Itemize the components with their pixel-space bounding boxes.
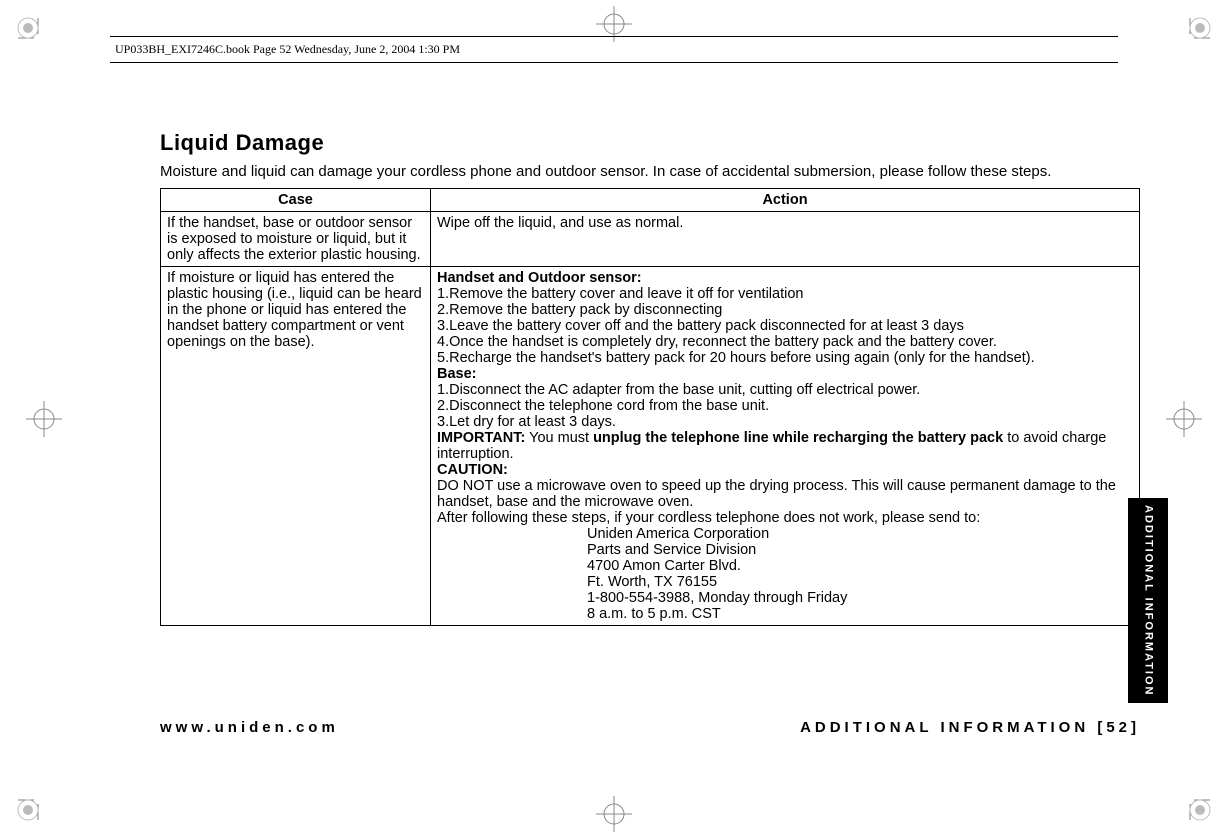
crop-mark-icon	[1170, 18, 1210, 58]
address-line: 8 a.m. to 5 p.m. CST	[437, 606, 1133, 622]
registration-mark-icon	[1164, 399, 1204, 439]
table-row: If moisture or liquid has entered the pl…	[161, 267, 1140, 626]
caution-text: DO NOT use a microwave oven to speed up …	[437, 478, 1133, 510]
registration-mark-icon	[14, 14, 42, 42]
intro-text: Moisture and liquid can damage your cord…	[160, 162, 1140, 182]
page-footer: www.uniden.com ADDITIONAL INFORMATION [5…	[160, 719, 1140, 736]
caution-label: CAUTION:	[437, 462, 508, 478]
action-subheading: Base:	[437, 366, 477, 382]
registration-mark-icon	[1186, 796, 1214, 824]
header-note: UP033BH_EXI7246C.book Page 52 Wednesday,…	[115, 42, 460, 57]
address-line: Parts and Service Division	[437, 542, 1133, 558]
important-line: IMPORTANT: You must unplug the telephone…	[437, 430, 1133, 462]
step-text: 4.Once the handset is completely dry, re…	[437, 334, 1133, 350]
important-label: IMPORTANT:	[437, 430, 525, 446]
important-bold: unplug the telephone line while rechargi…	[593, 430, 1003, 446]
header-rule	[110, 36, 1118, 37]
table-row: If the handset, base or outdoor sensor i…	[161, 212, 1140, 267]
step-text: 2.Remove the battery pack by disconnecti…	[437, 302, 1133, 318]
action-cell: Handset and Outdoor sensor: 1.Remove the…	[431, 267, 1140, 626]
registration-mark-icon	[594, 4, 634, 44]
table-header-action: Action	[431, 189, 1140, 212]
step-text: 2.Disconnect the telephone cord from the…	[437, 398, 1133, 414]
action-cell: Wipe off the liquid, and use as normal.	[431, 212, 1140, 267]
footer-section: ADDITIONAL INFORMATION [52]	[800, 719, 1140, 736]
damage-table: Case Action If the handset, base or outd…	[160, 188, 1140, 626]
table-header-case: Case	[161, 189, 431, 212]
step-text: 5.Recharge the handset's battery pack fo…	[437, 350, 1133, 366]
step-text: 1.Disconnect the AC adapter from the bas…	[437, 382, 1133, 398]
after-text: After following these steps, if your cor…	[437, 510, 1133, 526]
step-text: 3.Leave the battery cover off and the ba…	[437, 318, 1133, 334]
footer-url: www.uniden.com	[160, 719, 339, 736]
step-text: 3.Let dry for at least 3 days.	[437, 414, 1133, 430]
address-line: 1-800-554-3988, Monday through Friday	[437, 590, 1133, 606]
case-cell: If moisture or liquid has entered the pl…	[161, 267, 431, 626]
page-content: Liquid Damage Moisture and liquid can da…	[160, 130, 1140, 626]
action-subheading: Handset and Outdoor sensor:	[437, 270, 642, 286]
crop-mark-icon	[1170, 780, 1210, 820]
page-title: Liquid Damage	[160, 130, 1140, 156]
address-line: Uniden America Corporation	[437, 526, 1133, 542]
header-rule	[110, 62, 1118, 63]
case-cell: If the handset, base or outdoor sensor i…	[161, 212, 431, 267]
address-line: 4700 Amon Carter Blvd.	[437, 558, 1133, 574]
section-tab: ADDITIONAL INFORMATION	[1128, 498, 1168, 703]
step-text: 1.Remove the battery cover and leave it …	[437, 286, 1133, 302]
crop-mark-icon	[18, 18, 58, 58]
registration-mark-icon	[24, 399, 64, 439]
registration-mark-icon	[1186, 14, 1214, 42]
address-line: Ft. Worth, TX 76155	[437, 574, 1133, 590]
registration-mark-icon	[594, 794, 634, 834]
important-text: You must	[529, 430, 593, 446]
registration-mark-icon	[14, 796, 42, 824]
crop-mark-icon	[18, 780, 58, 820]
